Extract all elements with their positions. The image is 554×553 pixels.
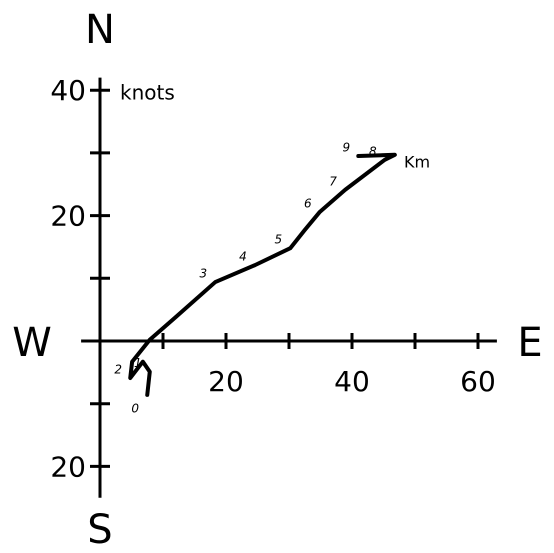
y-tick-label: 20 (50, 450, 86, 483)
height-label: 9 (342, 141, 350, 155)
height-label: 0 (131, 401, 139, 415)
height-label: 3 (199, 267, 207, 281)
speed-unit: knots (120, 81, 175, 105)
height-label: 8 (369, 144, 377, 158)
y-tick-label: 20 (50, 200, 86, 233)
hodograph-line (128, 152, 397, 397)
compass-west: W (12, 320, 52, 366)
height-unit: Km (404, 153, 430, 172)
height-label: 5 (274, 233, 282, 247)
compass-south: S (87, 507, 112, 553)
height-label: 2 (114, 362, 122, 376)
x-tick-label: 20 (208, 365, 244, 398)
height-label: 4 (239, 250, 247, 264)
x-tick-label: 40 (334, 365, 370, 398)
x-tick-label: 60 (460, 365, 496, 398)
compass-east: E (517, 320, 542, 366)
height-label: 7 (329, 174, 337, 188)
y-tick-label: 40 (50, 74, 86, 107)
height-label: 1 (134, 356, 142, 370)
compass-north: N (85, 7, 115, 53)
height-label: 6 (304, 196, 312, 210)
